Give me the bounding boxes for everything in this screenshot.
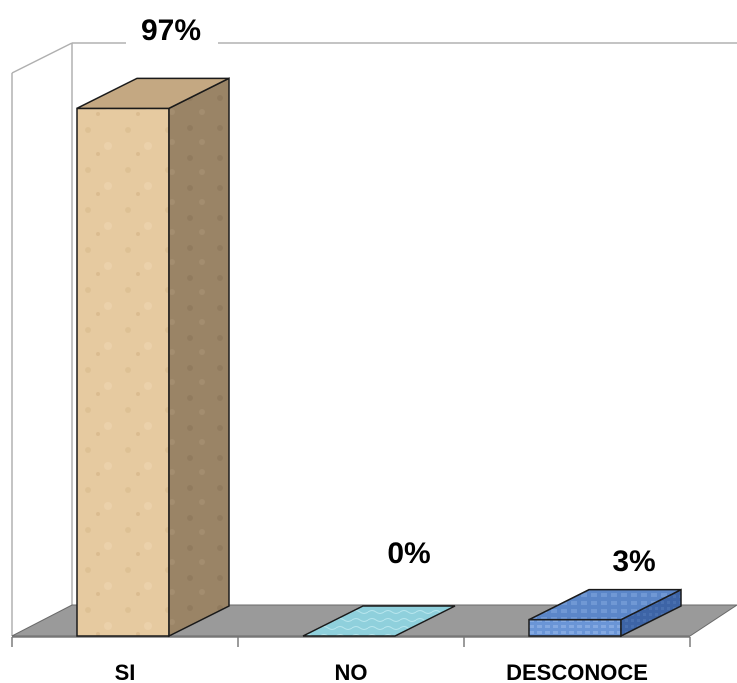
category-label-si: SI — [115, 660, 136, 683]
data-label-backdrop — [126, 10, 218, 46]
bar-desconoce-front — [528, 618, 622, 637]
x-axis — [11, 636, 691, 647]
data-label-si: 97% — [141, 14, 201, 47]
data-labels: 97% 0% 3% — [126, 10, 656, 578]
bar-si — [76, 77, 230, 638]
bar-desconoce — [528, 588, 682, 638]
category-label-desconoce: DESCONOCE — [506, 660, 648, 683]
bar-no-top — [302, 605, 456, 637]
bar-si-side — [168, 77, 230, 638]
bar-desconoce-top — [528, 588, 682, 621]
data-label-no: 0% — [387, 537, 430, 570]
bar-no — [302, 605, 456, 637]
category-label-no: NO — [335, 660, 368, 683]
x-axis-tick-labels: SI NO DESCONOCE — [115, 660, 648, 683]
bar-si-front — [76, 107, 170, 637]
data-label-desconoce: 3% — [612, 545, 655, 578]
bars-group — [76, 77, 682, 638]
bar-si-top — [76, 77, 230, 110]
side-wall-top-edge — [11, 42, 73, 74]
